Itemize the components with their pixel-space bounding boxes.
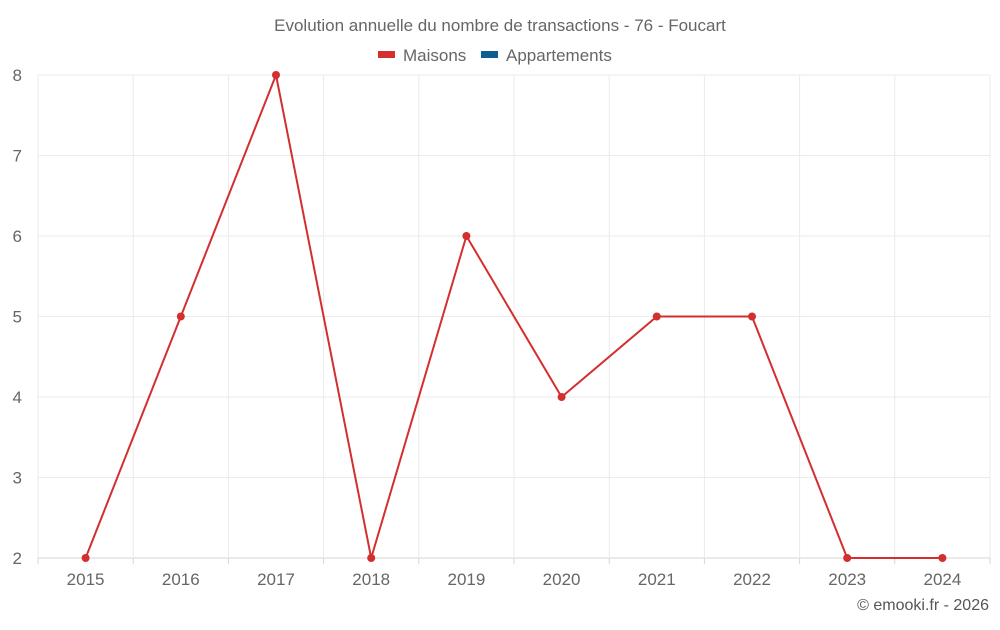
x-tick-label: 2024 [923,570,961,589]
y-tick-label: 4 [13,388,22,407]
legend-swatch [481,51,498,58]
x-tick-label: 2017 [257,570,295,589]
legend-swatch [378,51,395,58]
series-line-maisons [84,74,943,559]
data-point-maisons-2018[interactable] [367,554,376,562]
x-tick-label: 2021 [638,570,676,589]
y-tick-label: 8 [13,66,22,85]
series-layer [81,71,947,562]
y-tick-label: 7 [13,147,22,166]
y-axis: 2 3 4 5 6 7 8 [13,66,22,568]
data-point-maisons-2021[interactable] [652,312,661,321]
data-point-maisons-2022[interactable] [748,312,756,321]
data-point-maisons-2016[interactable] [176,312,185,321]
legend-label: Maisons [403,46,466,65]
data-point-maisons-2019[interactable] [462,232,471,240]
x-tick-label: 2020 [543,570,581,589]
chart-credit: © emooki.fr - 2026 [857,597,989,614]
data-point-maisons-2020[interactable] [557,393,566,401]
x-tick-label: 2023 [828,570,866,589]
data-point-maisons-2023[interactable] [843,554,852,562]
y-tick-label: 3 [13,469,22,488]
x-tick-label: 2015 [67,570,105,589]
x-tick-label: 2016 [162,570,200,589]
chart-title: Evolution annuelle du nombre de transact… [274,16,726,35]
legend-item-maisons[interactable]: Maisons [378,46,466,65]
y-tick-label: 6 [13,227,22,246]
x-tick-label: 2022 [733,570,771,589]
chart-legend: Maisons Appartements [378,46,612,65]
x-tick-label: 2019 [447,570,485,589]
x-axis: 2015 2016 2017 2018 2019 2020 2021 2022 2023 2024 [37,558,991,589]
data-point-maisons-2015[interactable] [81,554,90,562]
data-point-maisons-2017[interactable] [272,71,280,79]
data-point-maisons-2024[interactable] [938,554,947,562]
y-tick-label: 2 [13,549,22,568]
legend-label: Appartements [506,46,612,65]
legend-item-appartements[interactable]: Appartements [481,46,612,65]
y-tick-label: 5 [13,308,22,327]
x-tick-label: 2018 [352,570,390,589]
